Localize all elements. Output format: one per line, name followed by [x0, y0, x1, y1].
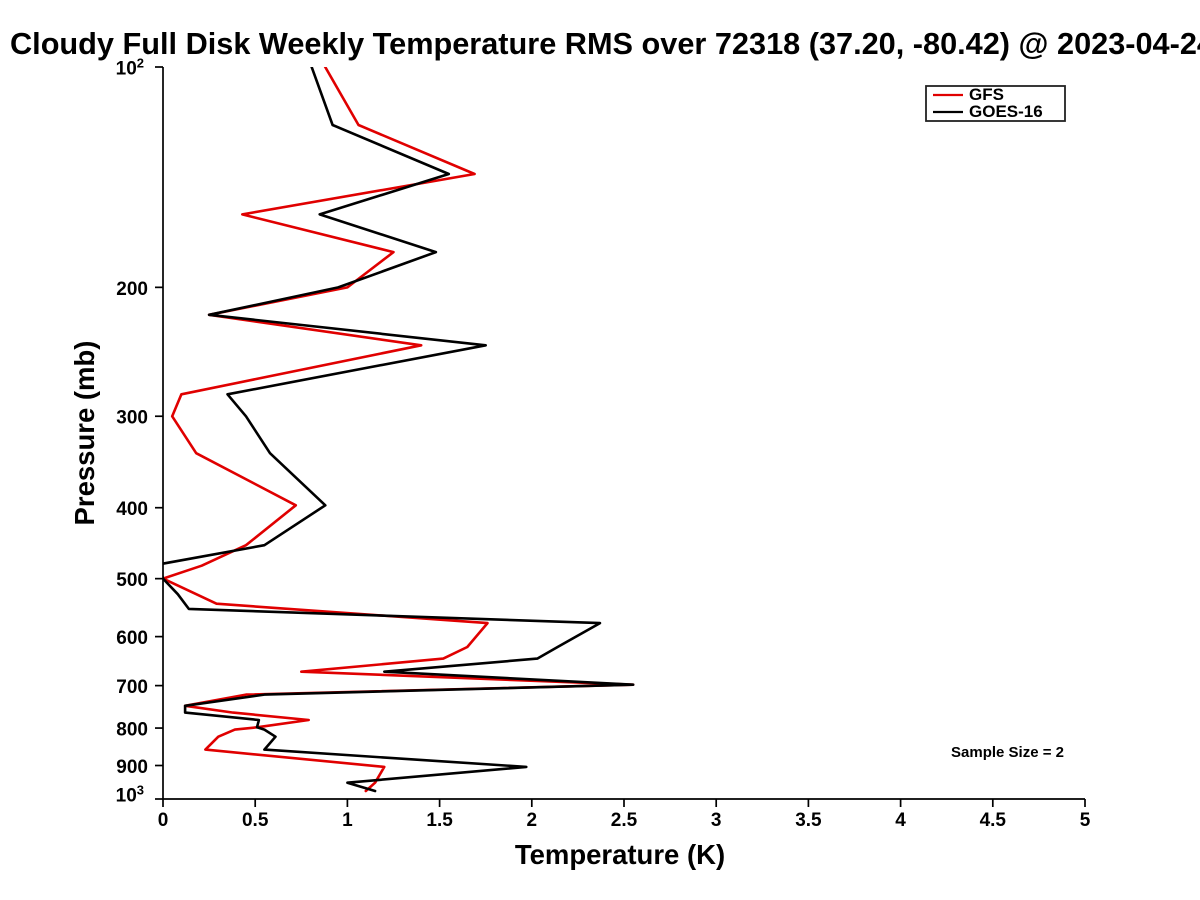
- svg-text:GOES-16: GOES-16: [969, 102, 1043, 121]
- svg-text:4: 4: [895, 810, 906, 831]
- svg-text:300: 300: [116, 408, 148, 429]
- svg-text:5: 5: [1080, 810, 1091, 831]
- svg-text:2: 2: [527, 810, 538, 831]
- svg-text:103: 103: [116, 782, 144, 807]
- svg-text:3: 3: [711, 810, 722, 831]
- svg-text:2.5: 2.5: [611, 810, 638, 831]
- svg-text:500: 500: [116, 570, 148, 591]
- svg-text:Temperature (K): Temperature (K): [515, 839, 725, 870]
- svg-text:Sample Size = 2: Sample Size = 2: [951, 744, 1064, 761]
- svg-text:0: 0: [158, 810, 169, 831]
- svg-text:400: 400: [116, 499, 148, 520]
- svg-text:4.5: 4.5: [980, 810, 1007, 831]
- svg-text:3.5: 3.5: [795, 810, 822, 831]
- svg-text:200: 200: [116, 279, 148, 300]
- svg-text:700: 700: [116, 677, 148, 698]
- svg-text:1: 1: [342, 810, 353, 831]
- svg-text:600: 600: [116, 628, 148, 649]
- svg-text:Pressure (mb): Pressure (mb): [69, 341, 100, 526]
- svg-text:0.5: 0.5: [242, 810, 269, 831]
- svg-text:1.5: 1.5: [426, 810, 453, 831]
- svg-text:800: 800: [116, 720, 148, 741]
- svg-text:900: 900: [116, 757, 148, 778]
